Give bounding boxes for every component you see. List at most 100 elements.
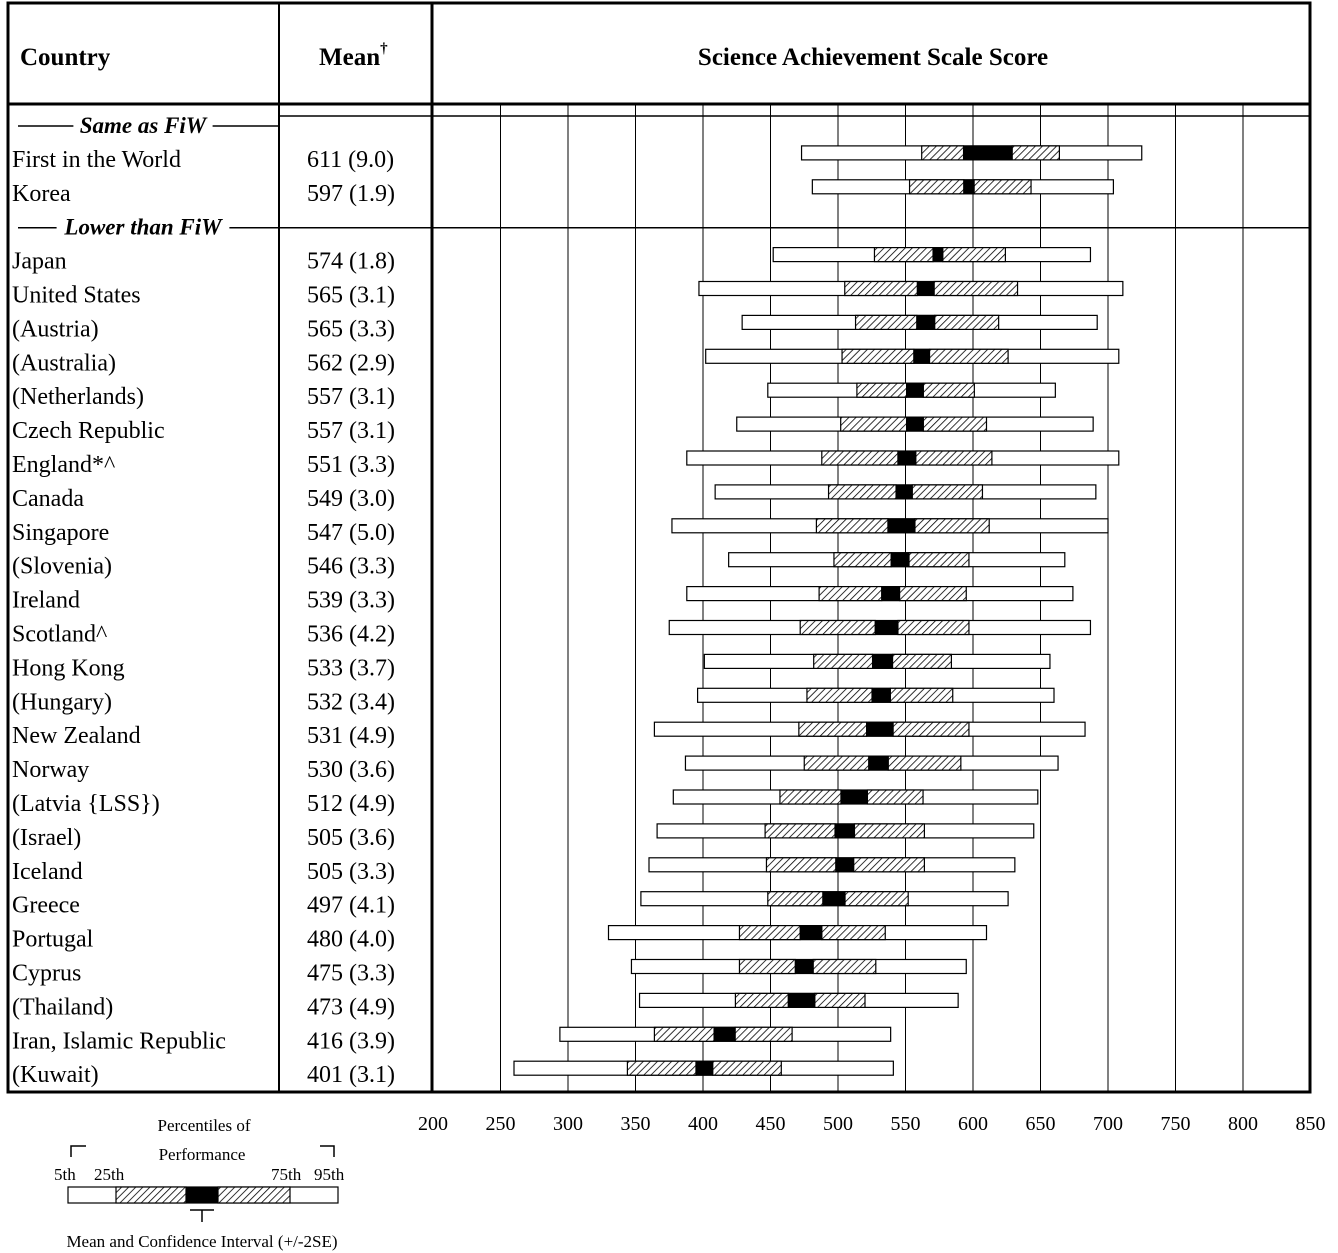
percentile-bar-mean-75: [973, 179, 1032, 195]
legend-p75-label: 75th: [271, 1165, 302, 1184]
country-name: Singapore: [12, 520, 109, 546]
x-tick-label: 600: [958, 1113, 988, 1135]
legend-title-line2: Performance: [159, 1145, 246, 1164]
country-name: Scotland^: [12, 622, 107, 648]
percentile-bar-25-mean: [815, 518, 889, 534]
mean-header-mark: †: [380, 41, 388, 57]
x-tick-label: 700: [1093, 1113, 1123, 1135]
percentile-bar-25-mean: [854, 314, 918, 330]
mean-value: 505 (3.6): [307, 825, 395, 851]
table-frame: [6, 1, 1312, 1094]
country-name: Ireland: [12, 588, 80, 614]
mean-value: 530 (3.6): [307, 757, 395, 783]
mean-value: 473 (4.9): [307, 994, 395, 1020]
country-name: England*^: [12, 452, 115, 478]
legend-hatch-left: [115, 1186, 187, 1204]
mean-header-label: Mean: [319, 44, 380, 71]
percentile-bar-25-mean: [734, 992, 789, 1009]
table-row: Czech Republic 557 (3.1): [12, 416, 1094, 444]
mean-ci-block: [713, 1026, 736, 1042]
percentile-bar-mean-75: [922, 416, 988, 432]
x-tick-label: 550: [891, 1113, 921, 1135]
mean-ci-block: [963, 179, 975, 195]
mean-ci-block: [906, 416, 924, 432]
country-name: (Kuwait): [12, 1062, 99, 1088]
table-row: New Zealand 531 (4.9): [12, 721, 1086, 749]
table-row: (Netherlands) 557 (3.1): [12, 382, 1056, 410]
percentile-bar-mean-75: [891, 653, 952, 670]
legend-hatch-right: [217, 1186, 291, 1204]
percentile-bar-25-mean: [921, 145, 965, 161]
country-name: First in the World: [12, 147, 181, 173]
x-tick-label: 850: [1296, 1113, 1326, 1135]
percentile-bar-mean-75: [908, 552, 970, 568]
percentile-bar-mean-75: [928, 348, 1009, 364]
table-row: England*^ 551 (3.3): [12, 450, 1120, 478]
table-row: Hong Kong 533 (3.7): [12, 653, 1051, 681]
mean-value: 611 (9.0): [307, 147, 394, 173]
country-name: Greece: [12, 893, 80, 919]
mean-value: 401 (3.1): [307, 1062, 395, 1088]
country-name: (Thailand): [12, 994, 113, 1020]
percentile-bar-25-mean: [653, 1026, 715, 1042]
table-row: Ireland 539 (3.3): [12, 585, 1074, 614]
group-labels: Same as FiW Lower than FiW: [18, 113, 1310, 240]
country-name: New Zealand: [12, 723, 141, 749]
x-tick-label: 800: [1228, 1113, 1258, 1135]
x-tick-label: 400: [688, 1113, 718, 1135]
mean-ci-block: [868, 755, 889, 771]
percentile-bar-25-mean: [779, 789, 842, 805]
mean-ci-block: [897, 450, 917, 466]
mean-ci-block: [916, 314, 936, 330]
mean-ci-block: [913, 348, 931, 364]
country-name: (Hungary): [12, 689, 112, 715]
mean-ci-block: [871, 687, 891, 703]
mean-value: 546 (3.3): [307, 554, 395, 580]
x-tick-label: 350: [621, 1113, 651, 1135]
percentile-bar-25-mean: [813, 653, 874, 670]
percentile-bar-mean-75: [853, 823, 925, 839]
mean-ci-block: [799, 925, 823, 941]
mean-value: 497 (4.1): [307, 893, 395, 919]
legend-caption: Mean and Confidence Interval (+/-2SE): [66, 1232, 337, 1251]
table-row: Iceland 505 (3.3): [12, 857, 1016, 885]
x-tick-label: 450: [756, 1113, 786, 1135]
percentile-bar-mean-75: [866, 789, 924, 805]
percentile-bar-25-mean: [833, 552, 892, 568]
percentile-bar-mean-75: [814, 992, 866, 1009]
mean-ci-block: [787, 992, 816, 1008]
mean-ci-block: [835, 857, 855, 873]
country-name: Korea: [12, 181, 71, 207]
percentile-bar-mean-75: [911, 484, 984, 500]
x-tick-label: 300: [553, 1113, 583, 1135]
mean-value: 565 (3.1): [307, 283, 395, 309]
mean-value: 557 (3.1): [307, 418, 395, 444]
country-name: Cyprus: [12, 961, 81, 987]
mean-value: 475 (3.3): [307, 961, 395, 987]
table-row: Cyprus 475 (3.3): [12, 958, 967, 987]
mean-value: 531 (4.9): [307, 723, 395, 749]
percentile-bar-mean-75: [934, 314, 1000, 330]
mean-value: 480 (4.0): [307, 927, 395, 953]
table-row: Norway 530 (3.6): [12, 755, 1059, 783]
percentile-bar-mean-75: [712, 1060, 782, 1076]
legend-title-line1: Percentiles of: [158, 1116, 251, 1135]
table-row: Portugal 480 (4.0): [12, 924, 988, 953]
percentile-bar-mean-75: [812, 958, 877, 975]
table-row: Canada 549 (3.0): [12, 484, 1097, 512]
percentile-bar-mean-75: [898, 585, 967, 602]
mean-value: 549 (3.0): [307, 486, 395, 512]
group-label: Same as FiW: [80, 113, 208, 138]
table-row: Japan 574 (1.8): [12, 247, 1092, 275]
mean-header: Mean†: [319, 41, 388, 71]
mean-ci-block: [695, 1060, 714, 1076]
percentile-bar-25-mean: [856, 382, 908, 398]
country-name: Hong Kong: [12, 655, 125, 681]
mean-ci-block: [794, 959, 814, 974]
percentile-bar-25-mean: [738, 924, 801, 941]
percentile-bar-mean-75: [897, 619, 970, 636]
table-row: (Latvia {LSS}) 512 (4.9): [12, 789, 1039, 817]
percentile-bar-mean-75: [887, 755, 962, 771]
percentile-bar-25-mean: [799, 619, 876, 636]
